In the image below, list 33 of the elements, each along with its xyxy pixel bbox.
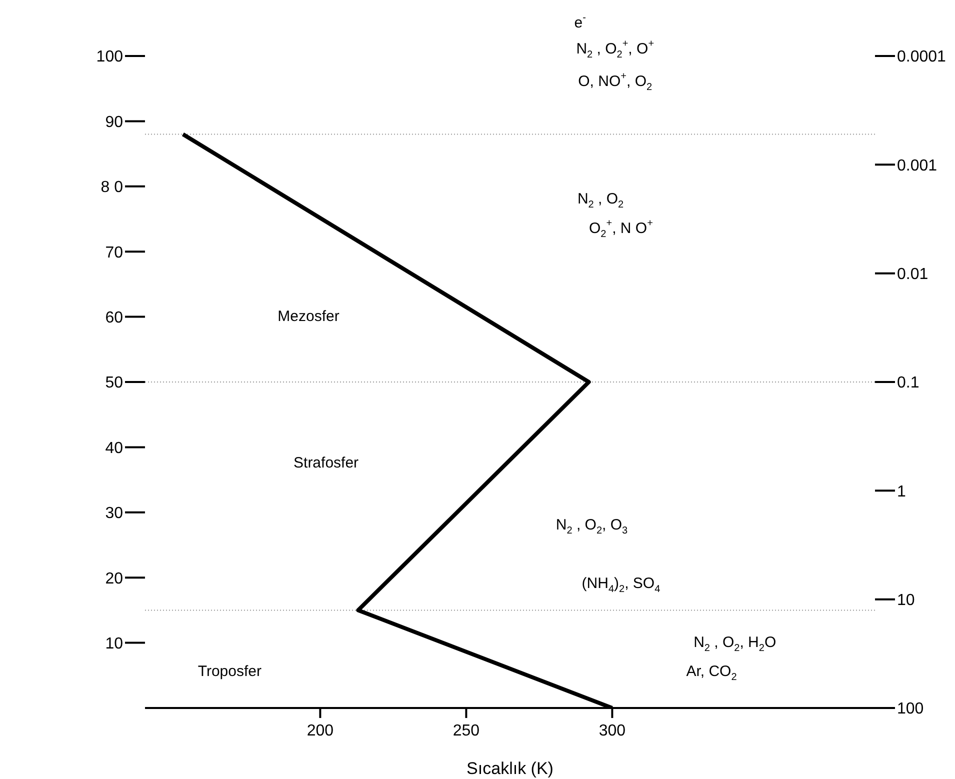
x-axis-title: Sıcaklık (K) <box>466 759 554 778</box>
annotation: Strafosfer <box>294 454 359 472</box>
y-tick-label: 10 <box>105 635 124 652</box>
annotation: N$_{2}$ , O$_{2}$$^{+}$, O$^{+}$ <box>576 38 654 61</box>
y-tick-label: 90 <box>105 114 124 131</box>
x-tick-label: 250 <box>452 722 480 740</box>
annotation: N$_{2}$ , O$_{2}$ <box>577 190 624 211</box>
x-tick-label: 300 <box>598 722 626 740</box>
annotation: N$_{2}$ , O$_{2}$, O$_{3}$ <box>556 516 628 537</box>
annotation: Mezosfer <box>278 308 340 325</box>
y-tick-label: 70 <box>105 244 124 262</box>
y2-tick-label: 0.0001 <box>897 48 946 66</box>
y2-tick-label: 0.001 <box>897 157 938 174</box>
y2-tick-label: 100 <box>897 700 924 718</box>
annotation: Troposfer <box>198 663 262 680</box>
annotation: Ar, CO$_{2}$ <box>686 663 738 684</box>
y2-tick-label: 10 <box>897 592 915 610</box>
y-tick-label: 8 0 <box>100 179 124 196</box>
y2-tick-label: 1 <box>897 483 906 500</box>
annotation: O, NO$^{+}$, O$_{2}$ <box>578 71 653 94</box>
y-tick-label: 40 <box>105 440 124 457</box>
y-tick-label: 20 <box>105 570 124 588</box>
y2-tick-label: 0.1 <box>897 374 920 392</box>
annotation: N$_{2}$ , O$_{2}$, H$_{2}$O <box>694 634 776 654</box>
x-tick-label: 200 <box>306 722 334 740</box>
y2-tick-label: 0.01 <box>897 266 928 284</box>
y-tick-label: 100 <box>96 48 124 66</box>
annotation: (NH$_{4}$)$_{2}$, SO$_{4}$ <box>582 575 661 596</box>
text: e$^{-}$ <box>574 12 586 32</box>
y-tick-label: 30 <box>105 505 124 522</box>
annotation: O$_{2}$$^{+}$, N O$^{+}$ <box>588 218 654 240</box>
y-tick-label: 50 <box>105 374 124 392</box>
y-tick-label: 60 <box>105 309 124 326</box>
